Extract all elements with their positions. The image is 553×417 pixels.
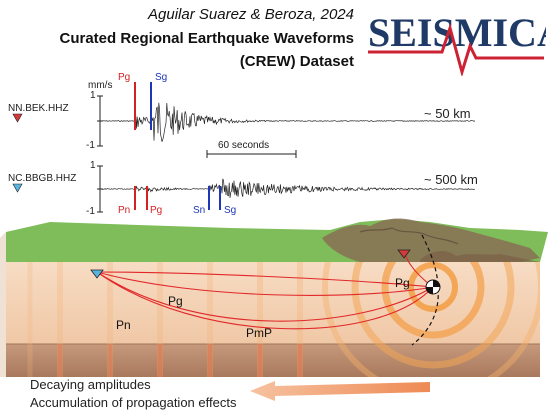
fault-line <box>411 234 439 346</box>
mountain-foothills <box>420 251 540 262</box>
phase-label-pn-2: Pn <box>118 205 131 216</box>
phase-label-pg-1: Pg <box>118 72 131 83</box>
phase-label-sg-2: Sg <box>224 205 237 216</box>
station-marker-red <box>12 113 23 123</box>
caption-line-1: Decaying amplitudes <box>30 377 151 392</box>
station-far-marker <box>90 269 104 279</box>
ray-paths <box>96 249 434 330</box>
title-line-1: Curated Regional Earthquake Waveforms <box>59 30 354 47</box>
ray-label-pn: Pn <box>116 318 131 332</box>
crust-layer <box>6 262 540 344</box>
station-near-marker <box>397 249 411 259</box>
logo-seismogram-line <box>368 22 544 76</box>
wavefronts <box>27 262 540 377</box>
axis-tick-label-1-bottom: -1 <box>86 140 95 151</box>
caption-line-2: Accumulation of propagation effects <box>30 395 237 410</box>
propagation-arrow <box>250 381 430 401</box>
ray-label-pg-far: Pg <box>168 294 183 308</box>
waveform-panel <box>12 82 476 213</box>
title-line-2: (CREW) Dataset <box>239 53 354 70</box>
axis-tick-label-2-top: 1 <box>90 160 96 171</box>
station-marker-blue <box>12 183 23 193</box>
geologic-block <box>0 218 548 377</box>
axis-tick-label-1-top: 1 <box>90 90 96 101</box>
focal-mechanism-icon <box>425 279 441 295</box>
ray-label-pmp: PmP <box>246 326 273 340</box>
seismica-logo: SEISMICA <box>368 10 546 76</box>
time-scale-bar <box>206 150 297 158</box>
axis-tick-label-2-bottom: -1 <box>86 206 95 217</box>
phase-label-sg-1: Sg <box>155 72 168 83</box>
phase-label-pg-2: Pg <box>150 205 163 216</box>
phase-label-sn-2: Sn <box>193 205 206 216</box>
waveform-trace-1 <box>102 102 476 142</box>
station-name-1: NN.BEK.HHZ <box>8 103 69 114</box>
citation: Aguilar Suarez & Beroza, 2024 <box>148 6 354 23</box>
distance-label-2: ~ 500 km <box>424 172 478 187</box>
mountain-ridge <box>359 227 459 245</box>
scale-bar-label: 60 seconds <box>218 140 270 151</box>
distance-label-1: ~ 50 km <box>424 106 471 121</box>
ray-label-pg-near: Pg <box>395 276 410 290</box>
block-side <box>0 232 6 377</box>
logo-wordmark: SEISMICA <box>368 10 546 55</box>
waveform-trace-2 <box>101 178 475 198</box>
amplitude-units: mm/s <box>88 80 113 91</box>
station-name-2: NC.BBGB.HHZ <box>8 173 77 184</box>
